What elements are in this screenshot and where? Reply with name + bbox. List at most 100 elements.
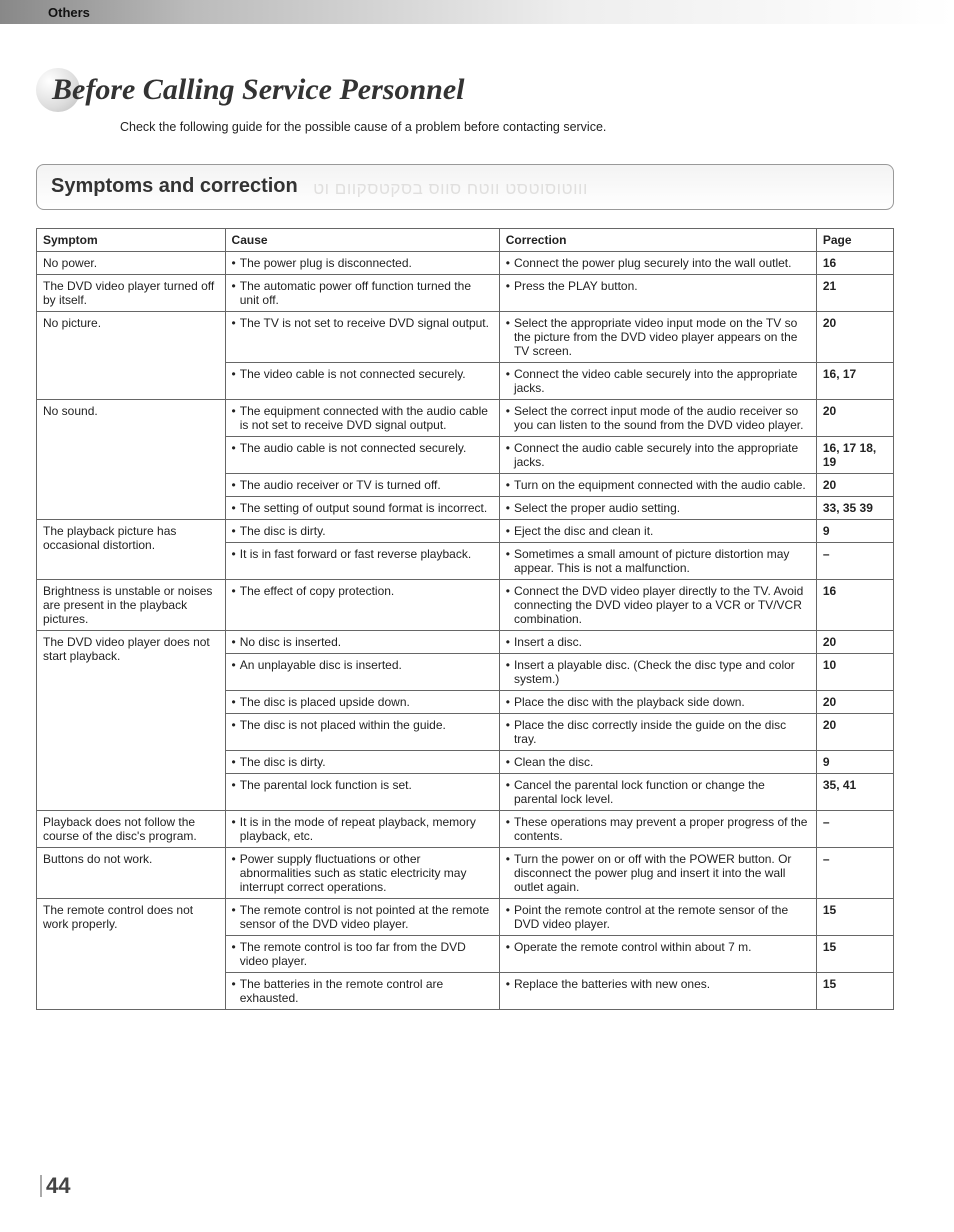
page-cell: – [816, 847, 893, 898]
troubleshoot-table: Symptom Cause Correction Page No power.T… [36, 228, 894, 1010]
header-tab-label: Others [48, 5, 90, 20]
page-cell: 15 [816, 972, 893, 1009]
col-page: Page [816, 228, 893, 251]
table-row: The DVD video player does not start play… [37, 630, 894, 653]
cause-cell: The video cable is not connected securel… [225, 362, 499, 399]
page-title: Before Calling Service Personnel [52, 73, 464, 107]
cause-cell: The disc is dirty. [225, 519, 499, 542]
cause-cell: The disc is dirty. [225, 750, 499, 773]
cause-cell: The batteries in the remote control are … [225, 972, 499, 1009]
page-cell: 20 [816, 690, 893, 713]
symptom-cell: No picture. [37, 311, 226, 399]
correction-cell: Connect the audio cable securely into th… [499, 436, 816, 473]
correction-cell: Place the disc correctly inside the guid… [499, 713, 816, 750]
table-header-row: Symptom Cause Correction Page [37, 228, 894, 251]
table-row: No power.The power plug is disconnected.… [37, 251, 894, 274]
table-row: Brightness is unstable or noises are pre… [37, 579, 894, 630]
section-title: Symptoms and correction [51, 175, 298, 197]
page-cell: 16 [816, 579, 893, 630]
correction-cell: Operate the remote control within about … [499, 935, 816, 972]
cause-cell: The audio receiver or TV is turned off. [225, 473, 499, 496]
symptom-cell: No sound. [37, 399, 226, 519]
cause-cell: The audio cable is not connected securel… [225, 436, 499, 473]
page-cell: 15 [816, 898, 893, 935]
correction-cell: Connect the power plug securely into the… [499, 251, 816, 274]
cause-cell: Power supply fluctuations or other abnor… [225, 847, 499, 898]
page-cell: – [816, 542, 893, 579]
cause-cell: The power plug is disconnected. [225, 251, 499, 274]
page-cell: 16, 17 18, 19 [816, 436, 893, 473]
correction-cell: Place the disc with the playback side do… [499, 690, 816, 713]
cause-cell: The automatic power off function turned … [225, 274, 499, 311]
table-row: No sound.The equipment connected with th… [37, 399, 894, 436]
cause-cell: The remote control is too far from the D… [225, 935, 499, 972]
correction-cell: Point the remote control at the remote s… [499, 898, 816, 935]
correction-cell: Select the correct input mode of the aud… [499, 399, 816, 436]
cause-cell: The TV is not set to receive DVD signal … [225, 311, 499, 362]
symptom-cell: The playback picture has occasional dist… [37, 519, 226, 579]
symptom-cell: Brightness is unstable or noises are pre… [37, 579, 226, 630]
table-row: The DVD video player turned off by itsel… [37, 274, 894, 311]
page-cell: 16 [816, 251, 893, 274]
page-cell: 15 [816, 935, 893, 972]
page-cell: 10 [816, 653, 893, 690]
cause-cell: The effect of copy protection. [225, 579, 499, 630]
symptom-cell: The remote control does not work properl… [37, 898, 226, 1009]
correction-cell: Sometimes a small amount of picture dist… [499, 542, 816, 579]
cause-cell: No disc is inserted. [225, 630, 499, 653]
symptom-cell: Buttons do not work. [37, 847, 226, 898]
correction-cell: Clean the disc. [499, 750, 816, 773]
symptom-cell: The DVD video player does not start play… [37, 630, 226, 810]
page-number: 44 [40, 1175, 70, 1197]
correction-cell: Connect the DVD video player directly to… [499, 579, 816, 630]
cause-cell: The setting of output sound format is in… [225, 496, 499, 519]
col-correction: Correction [499, 228, 816, 251]
page-cell: 20 [816, 630, 893, 653]
correction-cell: These operations may prevent a proper pr… [499, 810, 816, 847]
correction-cell: Select the appropriate video input mode … [499, 311, 816, 362]
correction-cell: Turn the power on or off with the POWER … [499, 847, 816, 898]
page-cell: 9 [816, 519, 893, 542]
cause-cell: An unplayable disc is inserted. [225, 653, 499, 690]
page-cell: 33, 35 39 [816, 496, 893, 519]
page-cell: 16, 17 [816, 362, 893, 399]
page-content: Before Calling Service Personnel Check t… [0, 24, 954, 1030]
table-row: Playback does not follow the course of t… [37, 810, 894, 847]
col-symptom: Symptom [37, 228, 226, 251]
col-cause: Cause [225, 228, 499, 251]
page-cell: 20 [816, 311, 893, 362]
page-cell: 35, 41 [816, 773, 893, 810]
page-cell: 9 [816, 750, 893, 773]
page-subtitle: Check the following guide for the possib… [120, 120, 894, 134]
table-row: Buttons do not work.Power supply fluctua… [37, 847, 894, 898]
ghost-bleedthrough-text: וווטוסוטסט ווטח סווס בסקטסקוום וט [313, 179, 588, 198]
correction-cell: Insert a playable disc. (Check the disc … [499, 653, 816, 690]
correction-cell: Cancel the parental lock function or cha… [499, 773, 816, 810]
section-header-box: Symptoms and correction וווטוסוטסט ווטח … [36, 164, 894, 210]
table-row: The remote control does not work properl… [37, 898, 894, 935]
correction-cell: Replace the batteries with new ones. [499, 972, 816, 1009]
correction-cell: Eject the disc and clean it. [499, 519, 816, 542]
cause-cell: The disc is not placed within the guide. [225, 713, 499, 750]
correction-cell: Turn on the equipment connected with the… [499, 473, 816, 496]
cause-cell: The remote control is not pointed at the… [225, 898, 499, 935]
page-cell: 20 [816, 713, 893, 750]
table-row: The playback picture has occasional dist… [37, 519, 894, 542]
table-body: No power.The power plug is disconnected.… [37, 251, 894, 1009]
correction-cell: Select the proper audio setting. [499, 496, 816, 519]
correction-cell: Press the PLAY button. [499, 274, 816, 311]
cause-cell: The disc is placed upside down. [225, 690, 499, 713]
cause-cell: The equipment connected with the audio c… [225, 399, 499, 436]
correction-cell: Connect the video cable securely into th… [499, 362, 816, 399]
page-cell: 21 [816, 274, 893, 311]
table-row: No picture.The TV is not set to receive … [37, 311, 894, 362]
page-cell: – [816, 810, 893, 847]
cause-cell: It is in fast forward or fast reverse pl… [225, 542, 499, 579]
cause-cell: The parental lock function is set. [225, 773, 499, 810]
cause-cell: It is in the mode of repeat playback, me… [225, 810, 499, 847]
correction-cell: Insert a disc. [499, 630, 816, 653]
symptom-cell: Playback does not follow the course of t… [37, 810, 226, 847]
page-cell: 20 [816, 473, 893, 496]
symptom-cell: The DVD video player turned off by itsel… [37, 274, 226, 311]
title-row: Before Calling Service Personnel [36, 68, 894, 112]
